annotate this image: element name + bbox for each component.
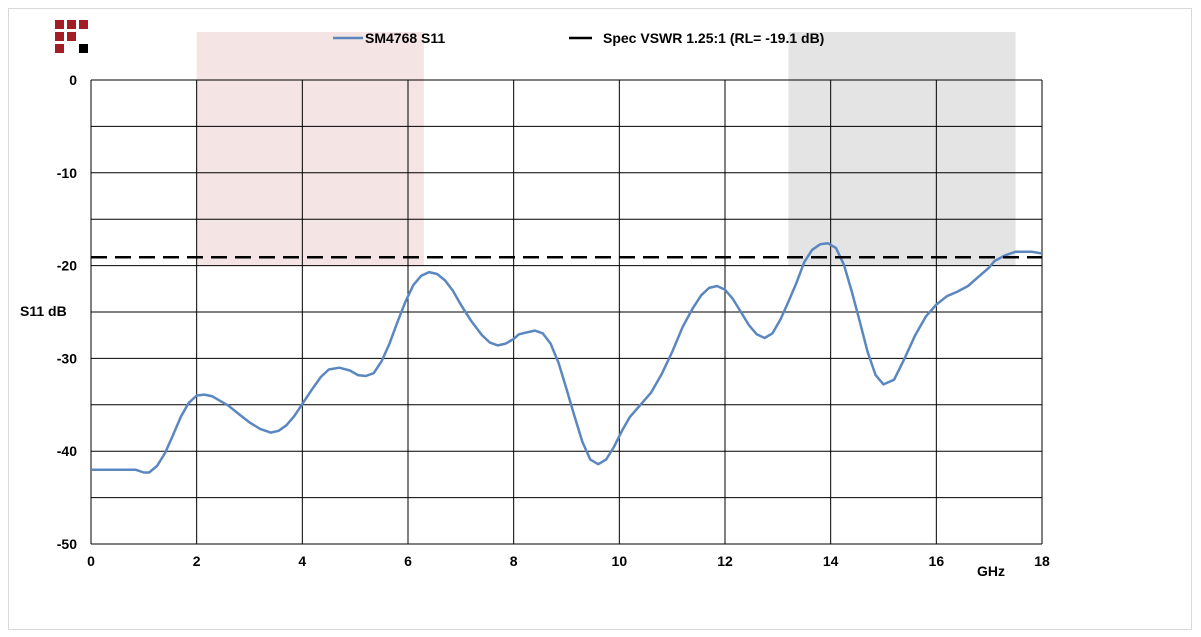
logo-square: [67, 20, 76, 29]
x-tick-label: 6: [404, 553, 412, 569]
legend-label-spec: Spec VSWR 1.25:1 (RL= -19.1 dB): [603, 30, 824, 46]
logo-square: [55, 44, 64, 53]
x-tick-label: 8: [510, 553, 518, 569]
x-tick-label: 18: [1034, 553, 1050, 569]
x-tick-label: 16: [929, 553, 945, 569]
logo-square: [79, 20, 88, 29]
x-axis-unit-label: GHz: [977, 563, 1005, 579]
x-tick-label: 14: [823, 553, 839, 569]
x-tick-label: 12: [717, 553, 733, 569]
y-tick-label: 0: [69, 72, 77, 88]
logo-square: [67, 32, 76, 41]
legend: SM4768 S11 Spec VSWR 1.25:1 (RL= -19.1 d…: [333, 30, 824, 46]
shaded-bands: [196, 32, 1016, 266]
x-tick-label: 10: [612, 553, 628, 569]
y-tick-label: -40: [57, 443, 77, 459]
y-tick-label: -10: [57, 165, 77, 181]
y-tick-label: -30: [57, 350, 77, 366]
gridlines: [90, 79, 1043, 545]
y-axis-label: S11 dB: [20, 303, 67, 319]
logo-square: [55, 32, 64, 41]
tick-labels: 0 2 4 6 8 10 12 14 16 18 0 -10 -20 -30 -40 -50: [57, 72, 1050, 569]
series-lines: [91, 242, 1043, 474]
series-line-1: [91, 242, 1043, 474]
y-tick-label: -20: [57, 258, 77, 274]
x-tick-label: 0: [87, 553, 95, 569]
shaded-band-2: [788, 32, 1016, 266]
y-tick-label: -50: [57, 536, 77, 552]
legend-label-sm4768: SM4768 S11: [365, 30, 445, 46]
logo-square: [79, 44, 88, 53]
company-logo: [55, 20, 88, 53]
logo-square: [55, 20, 64, 29]
x-tick-label: 4: [298, 553, 306, 569]
x-tick-label: 2: [193, 553, 201, 569]
shaded-band-1: [196, 32, 424, 266]
